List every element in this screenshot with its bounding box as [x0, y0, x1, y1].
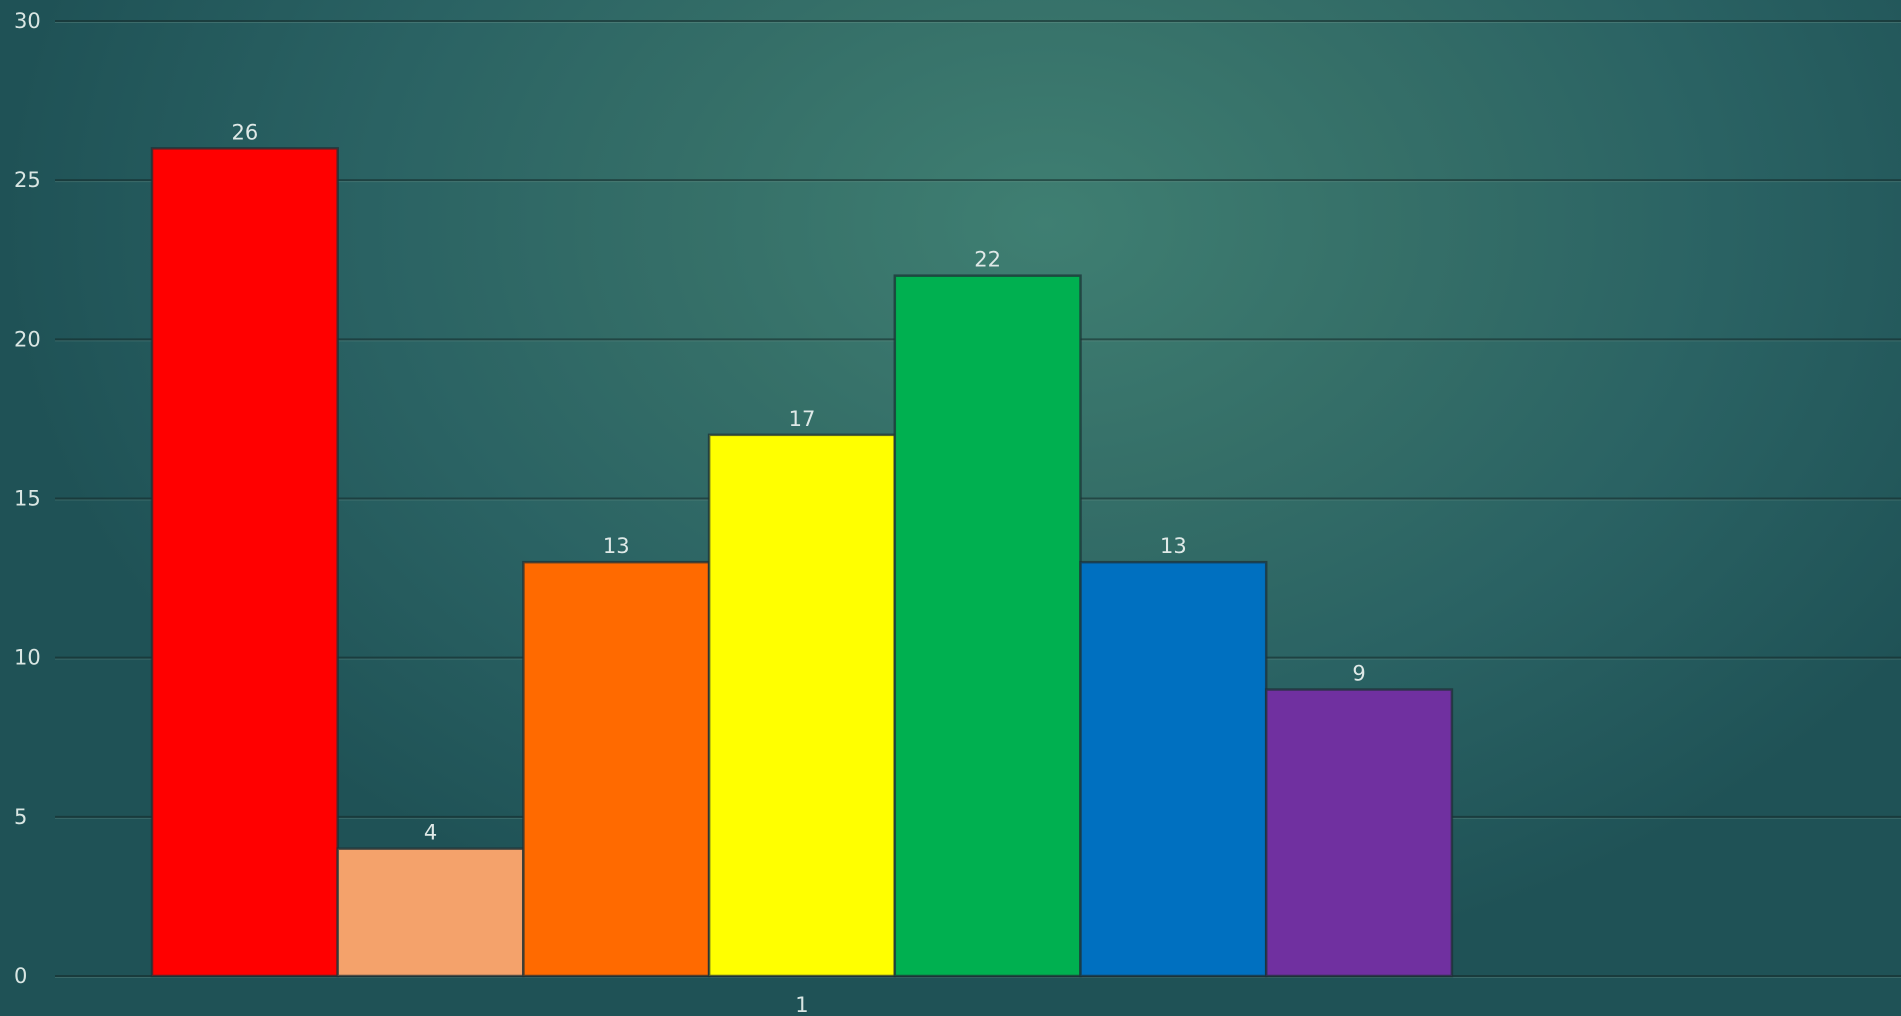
y-tick-label: 15 [14, 487, 41, 511]
bar [522, 560, 711, 978]
y-axis-ticks: 0 5 10 15 20 25 30 [14, 9, 41, 988]
bar [1079, 560, 1268, 978]
y-tick-label: 25 [14, 168, 41, 192]
y-tick-label: 10 [14, 646, 41, 670]
x-tick-label: 1 [795, 993, 808, 1016]
bar [1264, 688, 1454, 978]
bar [150, 147, 339, 978]
y-tick-label: 20 [14, 327, 41, 351]
data-labels: 26 4 13 17 22 13 9 [231, 120, 1365, 844]
data-label: 17 [789, 407, 816, 431]
data-label: 13 [1160, 534, 1187, 558]
y-tick-label: 0 [14, 964, 27, 988]
data-label: 26 [231, 120, 258, 144]
bar [707, 433, 897, 978]
bars [150, 147, 1454, 978]
data-label: 13 [603, 534, 630, 558]
data-label: 4 [424, 821, 437, 845]
bar [336, 847, 525, 978]
data-label: 9 [1352, 662, 1365, 686]
x-axis-ticks: 1 [795, 993, 808, 1016]
bar [893, 274, 1082, 978]
y-tick-label: 5 [14, 805, 27, 829]
y-tick-label: 30 [14, 9, 41, 33]
data-label: 22 [974, 248, 1001, 272]
